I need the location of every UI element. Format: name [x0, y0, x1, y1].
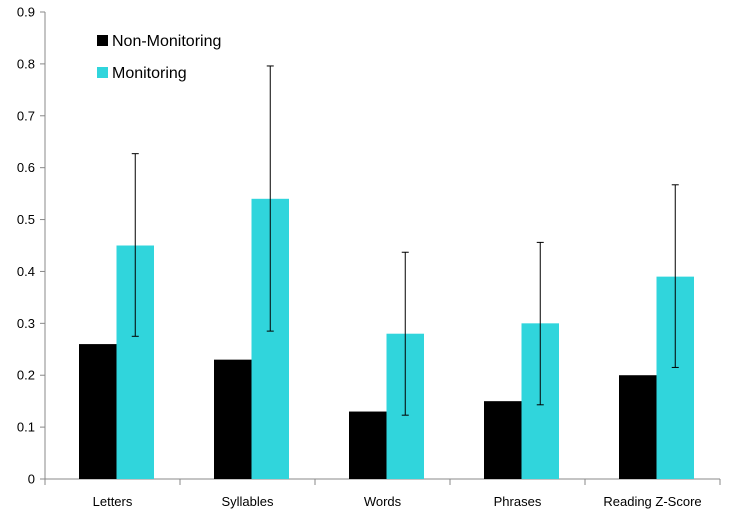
bar-non-monitoring	[484, 401, 522, 479]
y-axis: 0 0.1 0.2 0.3 0.4 0.5 0.6 0.7 0.8 0.9	[17, 5, 46, 487]
y-tick-label: 0.6	[17, 160, 35, 175]
y-tick-label: 0.8	[17, 56, 35, 71]
x-tick-label: Reading Z-Score	[603, 494, 701, 509]
legend: Non-Monitoring Monitoring	[97, 33, 221, 82]
y-tick-label: 0.3	[17, 316, 35, 331]
bar-non-monitoring	[79, 344, 117, 479]
x-tick-label: Syllables	[221, 494, 274, 509]
error-bar	[671, 184, 679, 368]
bar-non-monitoring	[349, 411, 387, 479]
y-tick-label: 0.5	[17, 212, 35, 227]
legend-label: Monitoring	[112, 65, 187, 82]
x-axis: Letters Syllables Words Phrases Reading Z-Sc…	[44, 478, 721, 509]
y-tick-label: 0.9	[17, 5, 35, 20]
y-tick-label: 0	[28, 472, 35, 487]
error-bar	[131, 153, 139, 337]
bars	[79, 198, 694, 480]
bar-non-monitoring	[214, 359, 252, 479]
legend-label: Non-Monitoring	[112, 33, 221, 50]
y-tick-label: 0.2	[17, 368, 35, 383]
x-tick-label: Letters	[93, 494, 133, 509]
error-bars	[131, 65, 679, 416]
bar-non-monitoring	[619, 375, 657, 479]
x-tick-label: Words	[364, 494, 402, 509]
error-bar	[266, 65, 274, 332]
legend-swatch	[97, 35, 108, 46]
y-tick-label: 0.1	[17, 420, 35, 435]
error-bar	[401, 251, 409, 416]
x-tick-label: Phrases	[494, 494, 542, 509]
error-bar	[536, 241, 544, 406]
y-tick-label: 0.7	[17, 108, 35, 123]
y-tick-label: 0.4	[17, 264, 35, 279]
legend-swatch	[97, 67, 108, 78]
